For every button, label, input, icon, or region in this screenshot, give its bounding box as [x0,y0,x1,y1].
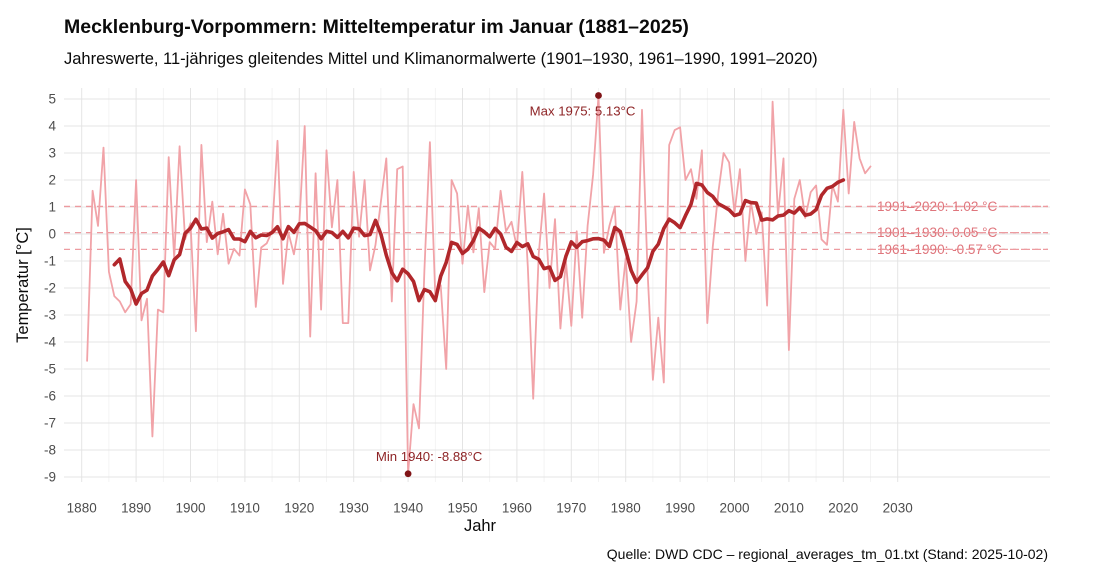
y-tick-label: 4 [48,119,56,134]
x-tick-label: 1990 [665,501,695,516]
y-tick-label: 2 [48,173,56,188]
x-tick-label: 1900 [175,501,205,516]
y-tick-label: -6 [44,389,56,404]
minor-gridlines [108,88,871,482]
x-tick-label: 1880 [67,501,97,516]
y-tick-label: -9 [44,470,56,485]
y-tick-label: -2 [44,281,56,296]
major-gridlines [64,88,1050,482]
chart-title: Mecklenburg-Vorpommern: Mitteltemperatur… [64,16,689,38]
x-tick-label: 1940 [393,501,423,516]
x-tick-label: 2020 [828,501,858,516]
x-tick-label: 1890 [121,501,151,516]
y-axis-title: Temperatur [°C] [14,227,32,343]
y-tick-label: 0 [48,227,56,242]
x-tick-label: 1960 [502,501,532,516]
source-caption: Quelle: DWD CDC – regional_averages_tm_0… [606,546,1048,562]
moving-average-line [112,178,846,306]
y-tick-label: -3 [44,308,56,323]
y-tick-label: 3 [48,146,56,161]
y-tick-label: 1 [48,200,56,215]
x-tick-label: 1930 [339,501,369,516]
min-annotation-label: Min 1940: -8.88°C [376,449,483,464]
y-axis-tick-labels: 5 4 3 2 1 0 -1 -2 -3 -4 -5 -6 -7 -8 -9 [44,92,57,485]
x-tick-label: 1950 [447,501,477,516]
x-axis-tick-labels: 1880 1890 1900 1910 1920 1930 1940 1950 1960 1970… [67,501,913,516]
x-tick-label: 2000 [719,501,749,516]
x-axis-title: Jahr [463,517,497,535]
x-tick-label: 2010 [774,501,804,516]
y-tick-label: -7 [44,416,56,431]
annual-values-line [86,94,872,475]
y-tick-label: -4 [44,335,56,350]
chart-subtitle: Jahreswerte, 11-jähriges gleitendes Mitt… [64,50,818,68]
min-point [404,470,412,478]
x-tick-label: 1970 [556,501,586,516]
extreme-annotations: Max 1975: 5.13°C Min 1940: -8.88°C [376,92,636,478]
y-tick-label: -8 [44,443,56,458]
max-annotation-label: Max 1975: 5.13°C [530,103,636,118]
y-tick-label: -1 [44,254,56,269]
y-tick-label: 5 [48,92,56,107]
x-tick-label: 1980 [611,501,641,516]
x-tick-label: 1920 [284,501,314,516]
max-point [595,92,602,99]
y-tick-label: -5 [44,362,56,377]
x-tick-label: 1910 [230,501,260,516]
x-tick-label: 2030 [883,501,913,516]
